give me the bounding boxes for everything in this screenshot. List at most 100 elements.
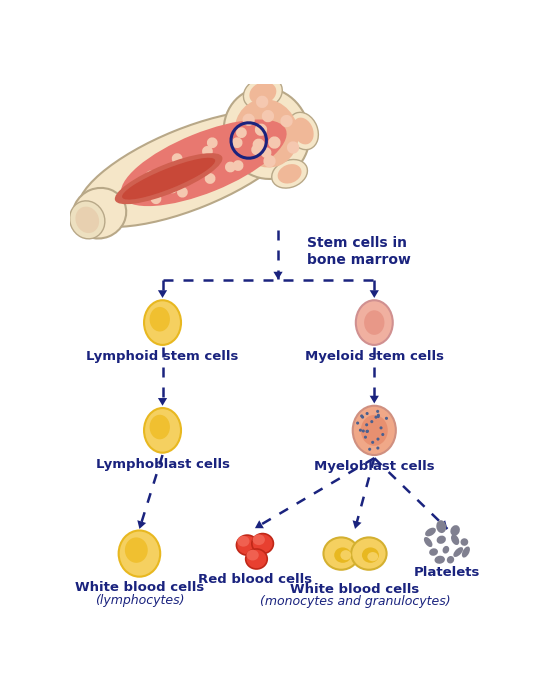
Ellipse shape [353,405,396,455]
Circle shape [252,138,265,151]
Ellipse shape [364,310,384,335]
Circle shape [146,171,156,181]
Ellipse shape [246,549,267,569]
Circle shape [362,429,365,433]
Ellipse shape [78,110,301,227]
Ellipse shape [434,556,445,564]
Circle shape [370,420,373,423]
Circle shape [202,146,213,157]
Circle shape [225,161,236,173]
Circle shape [381,433,384,436]
Polygon shape [353,520,361,529]
Ellipse shape [237,536,250,547]
Ellipse shape [334,547,351,563]
Circle shape [371,441,374,444]
Circle shape [360,415,363,417]
Ellipse shape [288,113,318,150]
Ellipse shape [425,528,436,536]
Circle shape [255,124,267,136]
Ellipse shape [249,82,276,105]
Ellipse shape [429,548,438,556]
Circle shape [233,160,244,171]
Text: White blood cells: White blood cells [75,582,204,594]
Text: Red blood cells: Red blood cells [198,572,312,586]
Circle shape [268,136,280,149]
Ellipse shape [224,87,310,179]
Ellipse shape [361,415,388,446]
Ellipse shape [73,188,126,238]
Circle shape [361,416,364,419]
Text: White blood cells: White blood cells [290,583,420,596]
Ellipse shape [367,552,378,561]
Ellipse shape [115,153,222,204]
Circle shape [379,426,383,429]
Ellipse shape [144,408,181,453]
Circle shape [192,164,204,175]
Polygon shape [158,398,167,405]
Circle shape [256,96,268,108]
Circle shape [280,115,293,127]
Polygon shape [273,272,283,280]
Text: Lymphoid stem cells: Lymphoid stem cells [86,350,239,363]
Ellipse shape [150,307,170,331]
Circle shape [263,155,276,167]
Ellipse shape [144,301,181,345]
Ellipse shape [462,547,470,558]
Ellipse shape [437,535,446,544]
Ellipse shape [356,301,393,345]
Circle shape [366,430,369,433]
Ellipse shape [150,415,170,439]
Ellipse shape [436,520,446,533]
Text: Platelets: Platelets [414,566,481,579]
Circle shape [376,438,380,440]
Circle shape [385,417,388,420]
Circle shape [135,187,146,198]
Circle shape [151,194,161,204]
Circle shape [251,145,262,155]
Text: Stem cells in
bone marrow: Stem cells in bone marrow [307,236,411,266]
Circle shape [177,187,188,198]
Ellipse shape [278,164,301,184]
Circle shape [207,138,218,148]
Circle shape [366,412,368,415]
Circle shape [375,416,377,419]
Circle shape [364,435,367,439]
Circle shape [262,110,274,122]
Circle shape [377,415,380,418]
Circle shape [368,448,371,451]
Ellipse shape [119,531,160,577]
Text: Myeloblast cells: Myeloblast cells [314,460,434,473]
Text: (lymphocytes): (lymphocytes) [95,593,184,607]
Circle shape [287,141,299,154]
Ellipse shape [443,546,449,554]
Ellipse shape [244,77,282,109]
Polygon shape [370,290,379,298]
Ellipse shape [272,159,307,188]
Ellipse shape [453,547,463,557]
Ellipse shape [122,158,215,200]
Ellipse shape [75,207,99,233]
Text: Myeloid stem cells: Myeloid stem cells [305,350,444,363]
Circle shape [366,430,368,433]
Circle shape [365,423,368,426]
Polygon shape [370,396,379,403]
Ellipse shape [121,120,287,206]
Circle shape [376,447,380,449]
Circle shape [236,127,247,138]
Ellipse shape [70,201,105,239]
Polygon shape [439,520,448,529]
Polygon shape [138,520,146,529]
Ellipse shape [460,538,468,546]
Circle shape [261,147,272,158]
Circle shape [376,410,379,413]
Ellipse shape [236,535,258,555]
Ellipse shape [125,538,148,563]
Circle shape [172,153,183,164]
Ellipse shape [340,550,351,560]
Ellipse shape [252,533,273,554]
Text: Lymphoblast cells: Lymphoblast cells [96,458,229,471]
Polygon shape [158,290,167,298]
Circle shape [359,428,362,432]
Ellipse shape [450,525,460,536]
Ellipse shape [362,547,379,563]
